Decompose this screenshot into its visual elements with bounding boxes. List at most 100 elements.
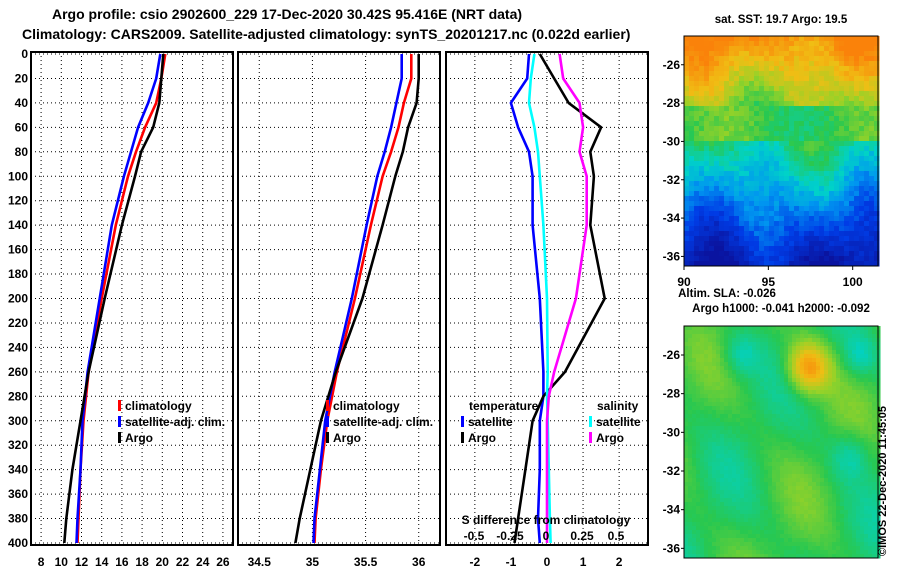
sla-map-cell — [840, 494, 845, 499]
sla-map-cell — [804, 346, 809, 351]
sst-lon-tick-label: 90 — [677, 275, 691, 289]
sst-map-cell — [694, 176, 700, 182]
sla-map-cell — [756, 422, 761, 427]
sst-map-cell — [814, 171, 820, 177]
sla-map-cell — [708, 410, 713, 415]
sla-map-cell — [692, 358, 697, 363]
sla-map-cell — [812, 366, 817, 371]
sla-map-cell — [772, 414, 777, 419]
sst-map-cell — [739, 211, 745, 217]
sst-map-cell — [719, 101, 725, 107]
sst-map-cell — [769, 71, 775, 77]
sla-map-cell — [684, 518, 689, 523]
sst-map-cell — [854, 86, 860, 92]
sla-map-cell — [688, 410, 693, 415]
sst-map-cell — [854, 186, 860, 192]
sla-map-cell — [792, 338, 797, 343]
sst-map-cell — [709, 161, 715, 167]
sst-map-cell — [699, 226, 705, 232]
sst-map-cell — [814, 161, 820, 167]
sst-map-cell — [754, 151, 760, 157]
sla-map-cell — [724, 458, 729, 463]
diff-x-tick-label: -1 — [506, 555, 517, 569]
sla-map-cell — [820, 514, 825, 519]
sst-map-cell — [734, 136, 740, 142]
sla-map-cell — [800, 474, 805, 479]
sla-map-cell — [732, 462, 737, 467]
sst-map-cell — [709, 261, 715, 267]
sst-map-cell — [729, 211, 735, 217]
sla-map-cell — [716, 530, 721, 535]
sst-map-cell — [859, 246, 865, 252]
sla-map-cell — [820, 342, 825, 347]
sst-map-cell — [789, 241, 795, 247]
sla-map-cell — [860, 382, 865, 387]
sla-map-cell — [700, 554, 705, 559]
sla-map-cell — [692, 398, 697, 403]
sst-map-cell — [744, 46, 750, 52]
sla-map-cell — [800, 342, 805, 347]
sst-map-cell — [739, 61, 745, 67]
sla-map-cell — [700, 510, 705, 515]
sla-map-cell — [776, 422, 781, 427]
sst-map-cell — [714, 186, 720, 192]
sla-map-cell — [848, 534, 853, 539]
sla-map-cell — [776, 362, 781, 367]
sst-map-cell — [784, 246, 790, 252]
sla-map-cell — [824, 518, 829, 523]
sst-map-cell — [719, 91, 725, 97]
sla-map-cell — [712, 374, 717, 379]
sla-map-cell — [764, 362, 769, 367]
sla-map-cell — [856, 542, 861, 547]
sla-map-cell — [772, 490, 777, 495]
sst-map-cell — [834, 216, 840, 222]
sla-map-cell — [852, 338, 857, 343]
sst-map-cell — [709, 216, 715, 222]
sla-map-cell — [804, 466, 809, 471]
sst-map-cell — [734, 116, 740, 122]
sst-map-cell — [814, 91, 820, 97]
sla-map-cell — [764, 354, 769, 359]
sla-map-cell — [736, 342, 741, 347]
sst-map-cell — [779, 176, 785, 182]
sst-map-cell — [799, 141, 805, 147]
sla-map-cell — [776, 414, 781, 419]
sst-map-cell — [864, 166, 870, 172]
sla-map-cell — [856, 430, 861, 435]
sst-map-cell — [839, 186, 845, 192]
sla-map-cell — [704, 418, 709, 423]
sst-map-cell — [719, 61, 725, 67]
sla-map-cell — [844, 362, 849, 367]
sla-map-cell — [796, 542, 801, 547]
sst-map-cell — [839, 96, 845, 102]
sla-map-cell — [864, 438, 869, 443]
sla-map-cell — [780, 518, 785, 523]
sla-map-cell — [820, 470, 825, 475]
sla-map-cell — [856, 394, 861, 399]
sst-map-cell — [779, 106, 785, 112]
sla-map-cell — [708, 346, 713, 351]
sst-map-cell — [794, 246, 800, 252]
sst-map-cell — [799, 116, 805, 122]
sst-map-cell — [789, 61, 795, 67]
sla-map-cell — [824, 474, 829, 479]
sst-map-cell — [734, 201, 740, 207]
sla-map-cell — [816, 442, 821, 447]
sst-map-cell — [714, 56, 720, 62]
sla-map-cell — [776, 346, 781, 351]
sst-map-cell — [794, 256, 800, 262]
sst-map-cell — [789, 121, 795, 127]
sla-map-cell — [828, 394, 833, 399]
sst-map-cell — [729, 246, 735, 252]
sla-map-cell — [780, 342, 785, 347]
sla-map-cell — [712, 422, 717, 427]
sla-map-cell — [696, 430, 701, 435]
sla-map-cell — [748, 358, 753, 363]
sla-map-cell — [796, 550, 801, 555]
sst-map-cell — [779, 51, 785, 57]
sla-map-cell — [840, 378, 845, 383]
sst-map-cell — [689, 101, 695, 107]
sst-map-cell — [699, 166, 705, 172]
sla-map-cell — [688, 446, 693, 451]
sla-map-cell — [696, 470, 701, 475]
